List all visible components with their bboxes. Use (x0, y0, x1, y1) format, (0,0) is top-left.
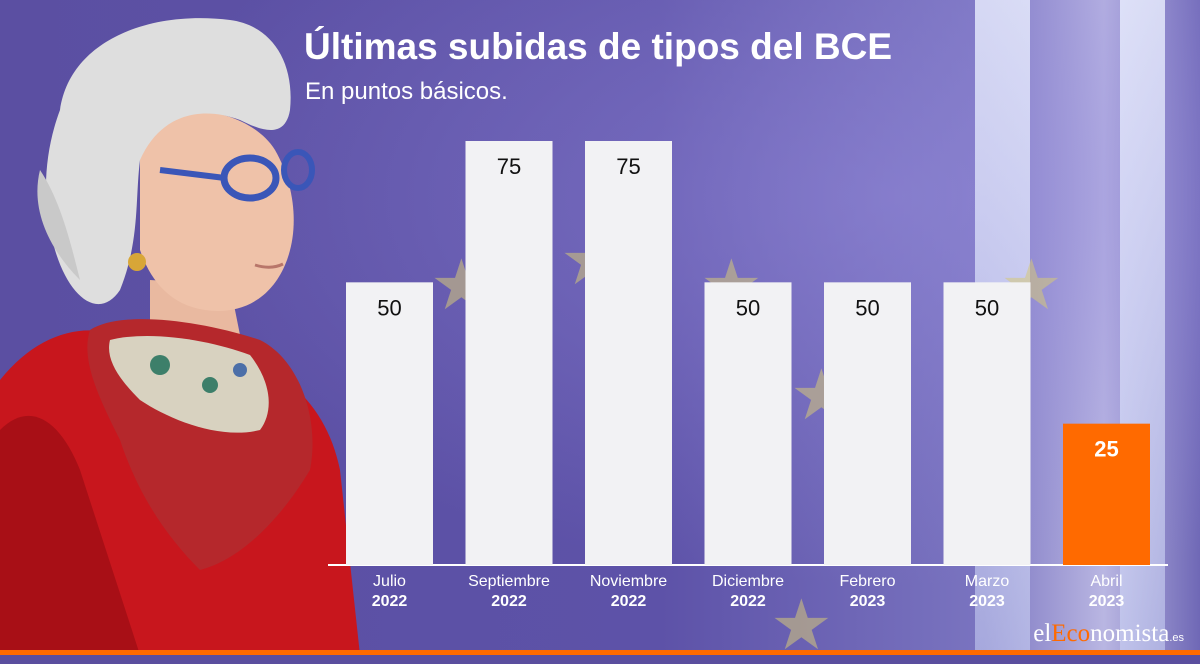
x-tick-label-year: 2022 (372, 593, 408, 610)
x-tick-label-year: 2022 (730, 593, 766, 610)
bar-noviembre (585, 141, 672, 565)
x-tick-label-month: Marzo (965, 573, 1010, 590)
bar-value-label: 75 (497, 154, 521, 179)
bar-value-label: 50 (377, 295, 401, 320)
bar-abril (1063, 423, 1150, 565)
x-tick-label-year: 2023 (1089, 593, 1125, 610)
bar-value-label: 25 (1094, 437, 1118, 462)
bar-value-label: 50 (736, 295, 760, 320)
bottom-accent-bar (0, 650, 1200, 655)
chart-title: Últimas subidas de tipos del BCE (304, 26, 893, 67)
x-tick-label-year: 2023 (969, 593, 1005, 610)
x-tick-label-month: Diciembre (712, 573, 784, 590)
bar-value-label: 50 (975, 295, 999, 320)
logo-part: Eco (1051, 620, 1091, 647)
x-tick-label-year: 2022 (611, 593, 647, 610)
x-tick-label-year: 2022 (491, 593, 527, 610)
bar-value-label: 50 (855, 295, 879, 320)
bar-value-label: 75 (616, 154, 640, 179)
x-tick-label-month: Septiembre (468, 573, 550, 590)
bar-febrero (824, 282, 911, 565)
bar-diciembre (704, 282, 792, 565)
brand-logo: elEconomista.es (1033, 620, 1184, 648)
bars-group: 50 Julio 2022 75 Septiembre 2022 75 Noviembre 20… (346, 141, 1150, 610)
x-tick-label-month: Noviembre (590, 573, 667, 590)
logo-part: .es (1169, 632, 1184, 644)
x-tick-label-month: Abril (1090, 573, 1122, 590)
x-tick-label-month: Febrero (839, 573, 895, 590)
logo-part: nomista (1090, 620, 1170, 647)
bar-septiembre (465, 141, 553, 565)
logo-part: el (1033, 620, 1052, 647)
chart-subtitle: En puntos básicos. (305, 78, 508, 105)
x-tick-label-month: Julio (373, 573, 406, 590)
background-star-icon: ★ (770, 586, 833, 664)
x-tick-label-year: 2023 (850, 593, 886, 610)
bar-julio (346, 282, 433, 565)
bar-marzo (943, 282, 1031, 565)
speaker-photo (0, 18, 360, 655)
